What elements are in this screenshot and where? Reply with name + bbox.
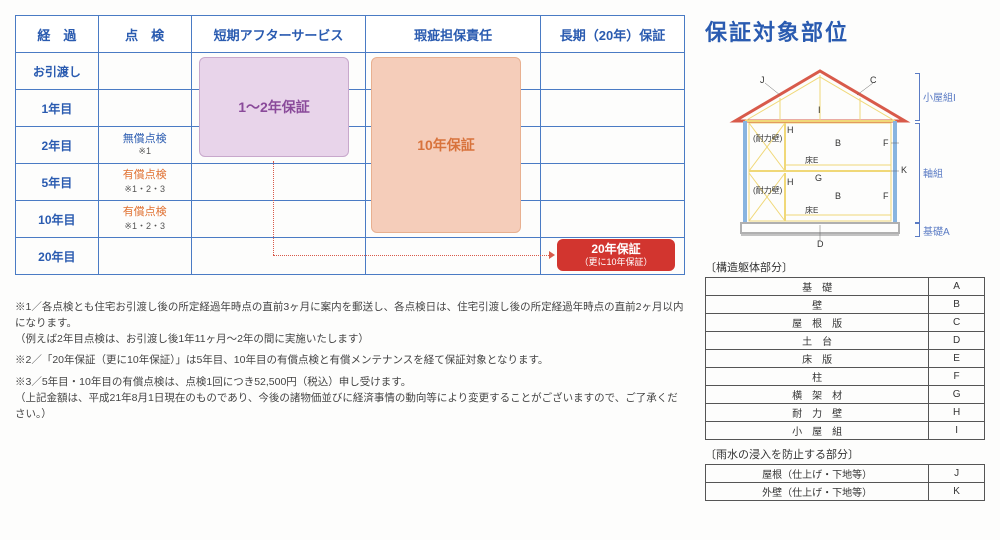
label-H2: H bbox=[787, 177, 794, 187]
label-C: C bbox=[870, 75, 877, 85]
side-kiso: 基礎A bbox=[923, 223, 950, 238]
label-yuka2: 床E bbox=[805, 205, 818, 216]
label-G: G bbox=[815, 173, 822, 183]
label-yuka1: 床E bbox=[805, 155, 818, 166]
inspection-year10: 有償点検※1・2・3 bbox=[98, 201, 191, 238]
row-year2: 2年目 bbox=[16, 127, 99, 164]
house-diagram: J C I H (耐力壁) B F 床E K G H (耐力壁) B F 床E … bbox=[705, 53, 985, 253]
parts2-title: 〔雨水の浸入を防止する部分〕 bbox=[705, 446, 985, 462]
table-row: 柱F bbox=[706, 368, 985, 386]
header-long: 長期（20年）保証 bbox=[540, 16, 684, 53]
parts1-title: 〔構造躯体部分〕 bbox=[705, 259, 985, 275]
connector-arrowhead bbox=[549, 251, 555, 259]
defect-warranty-box: 10年保証 bbox=[371, 57, 521, 233]
footnotes: ※1／各点検とも住宅お引渡し後の所定経過年時点の直前3ヶ月に案内を郵送し、各点検… bbox=[15, 300, 685, 422]
row-year1: 1年目 bbox=[16, 90, 99, 127]
table-row: 屋 根 版C bbox=[706, 314, 985, 332]
label-H1: H bbox=[787, 125, 794, 135]
long-warranty-box: 20年保証 （更に10年保証） bbox=[557, 239, 675, 271]
label-B2: B bbox=[835, 191, 841, 201]
connector-line-vertical bbox=[273, 161, 274, 255]
side-koya: 小屋組I bbox=[923, 89, 956, 104]
table-row: 床 版E bbox=[706, 350, 985, 368]
warranty-timeline-table: 経 過 点 検 短期アフターサービス 瑕疵担保責任 長期（20年）保証 お引渡し… bbox=[15, 15, 685, 275]
label-taika2: (耐力壁) bbox=[753, 185, 782, 196]
header-short: 短期アフターサービス bbox=[191, 16, 366, 53]
table-row: 土 台D bbox=[706, 332, 985, 350]
table-row: 基 礎A bbox=[706, 278, 985, 296]
table-row: 壁B bbox=[706, 296, 985, 314]
parts-table-1: 基 礎A壁B屋 根 版C土 台D床 版E柱F横 架 材G耐 力 壁H小 屋 組I bbox=[705, 277, 985, 440]
short-warranty-box: 1〜2年保証 bbox=[199, 57, 349, 157]
table-row: 小 屋 組I bbox=[706, 422, 985, 440]
header-inspection: 点 検 bbox=[98, 16, 191, 53]
label-K: K bbox=[901, 165, 907, 175]
connector-line-horizontal bbox=[273, 255, 551, 256]
row-year20: 20年目 bbox=[16, 238, 99, 275]
right-title: 保証対象部位 bbox=[705, 15, 985, 47]
row-year10: 10年目 bbox=[16, 201, 99, 238]
inspection-year5: 有償点検※1・2・3 bbox=[98, 164, 191, 201]
inspection-year2: 無償点検※1 bbox=[98, 127, 191, 164]
side-jiku: 軸組 bbox=[923, 165, 943, 180]
table-row: 横 架 材G bbox=[706, 386, 985, 404]
label-D: D bbox=[817, 239, 824, 249]
table-row: 屋根（仕上げ・下地等）J bbox=[706, 465, 985, 483]
table-row: 耐 力 壁H bbox=[706, 404, 985, 422]
label-F1: F bbox=[883, 138, 889, 148]
label-F2: F bbox=[883, 191, 889, 201]
row-year5: 5年目 bbox=[16, 164, 99, 201]
label-taika1: (耐力壁) bbox=[753, 133, 782, 144]
row-handover: お引渡し bbox=[16, 53, 99, 90]
label-I: I bbox=[818, 105, 821, 115]
table-row: 外壁（仕上げ・下地等）K bbox=[706, 483, 985, 501]
label-B1: B bbox=[835, 138, 841, 148]
parts-table-2: 屋根（仕上げ・下地等）J外壁（仕上げ・下地等）K bbox=[705, 464, 985, 501]
header-defect: 瑕疵担保責任 bbox=[366, 16, 541, 53]
header-elapsed: 経 過 bbox=[16, 16, 99, 53]
label-J: J bbox=[760, 75, 765, 85]
